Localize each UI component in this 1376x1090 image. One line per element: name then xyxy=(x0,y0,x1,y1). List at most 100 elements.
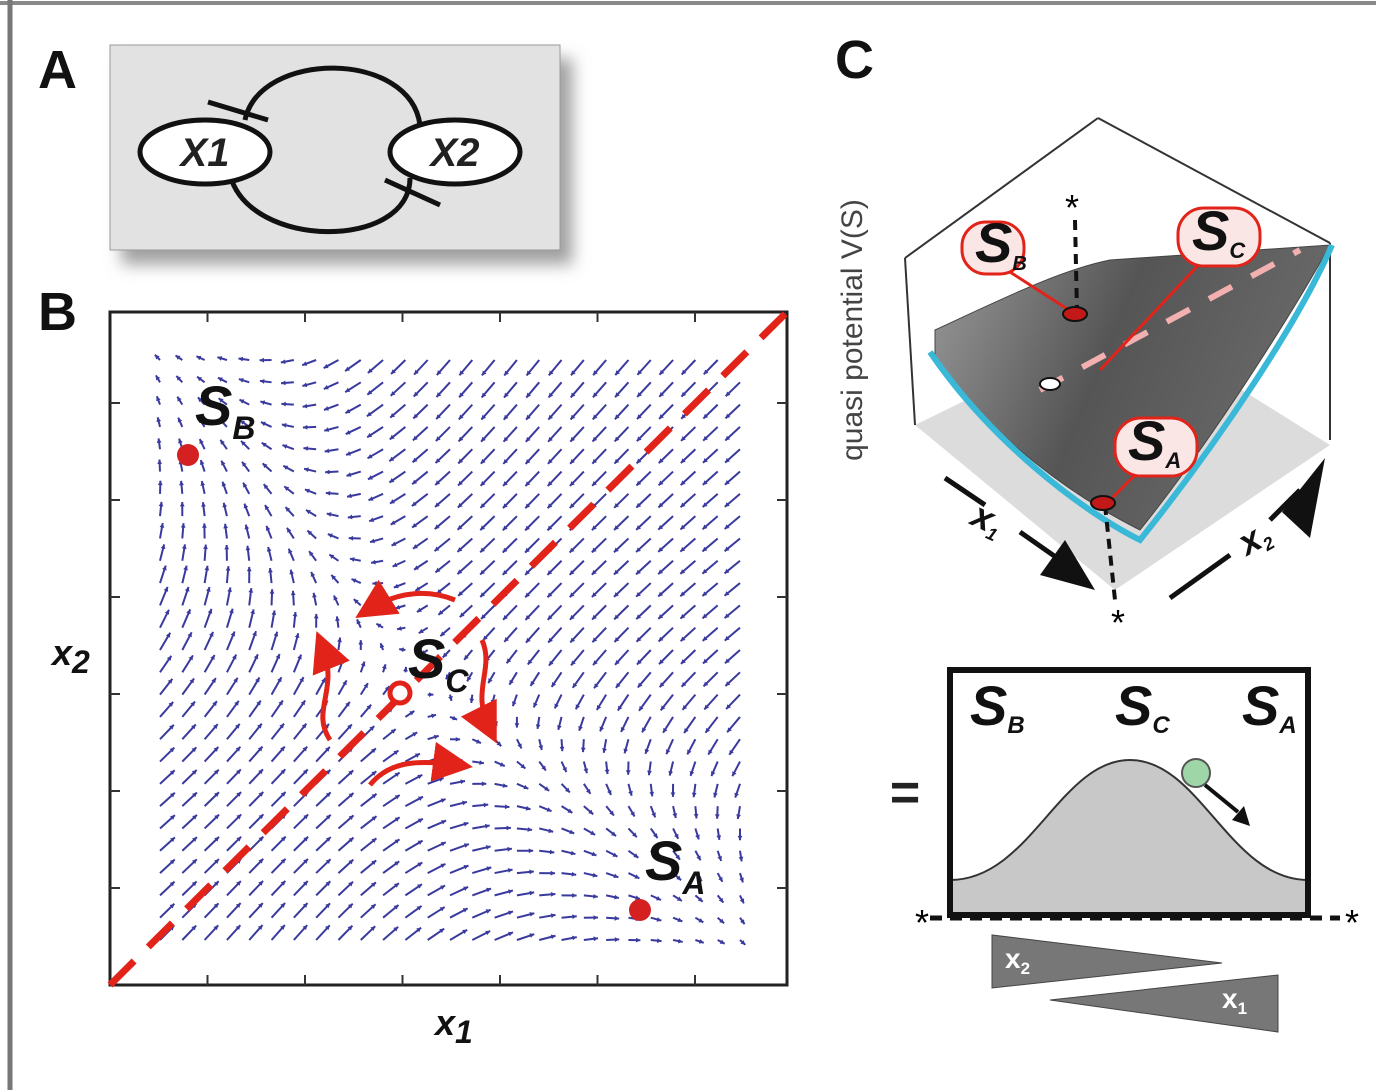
vector-head xyxy=(506,826,510,831)
state-name: S xyxy=(970,674,1007,737)
star: * xyxy=(1065,187,1079,228)
state-sub: A xyxy=(1278,712,1296,739)
potential-profile xyxy=(950,760,1308,915)
vector-head xyxy=(226,566,231,571)
node-label: X1 xyxy=(179,131,230,175)
vector-head xyxy=(715,814,720,818)
y-axis-label: quasi potential V(S) xyxy=(836,199,869,461)
state-name: S xyxy=(1192,199,1229,262)
vector-head xyxy=(281,402,286,407)
state-sub: B xyxy=(232,410,255,446)
x-axis-label: x1 xyxy=(433,1002,473,1050)
vector-head xyxy=(224,545,229,549)
vector-head xyxy=(527,827,532,832)
vector-head xyxy=(529,870,534,875)
node-label: X2 xyxy=(429,131,480,175)
vector-head xyxy=(179,481,184,486)
state-dot xyxy=(1040,378,1060,390)
vector-head xyxy=(180,502,185,506)
vector-head xyxy=(349,536,353,541)
vector-head xyxy=(268,568,273,573)
vector-head xyxy=(572,893,576,898)
vector-head xyxy=(484,803,489,808)
axis-name: x xyxy=(1005,943,1021,974)
state-sub: C xyxy=(1152,712,1170,739)
axis-name: x xyxy=(433,1002,457,1043)
axis-sub: 1 xyxy=(1238,999,1247,1018)
vector-head xyxy=(372,581,376,586)
state-sub: C xyxy=(1229,238,1246,263)
state-sub: A xyxy=(1164,448,1181,473)
axis-label: x1 xyxy=(963,493,1010,546)
state-name: S xyxy=(975,211,1012,274)
vector-head xyxy=(303,446,308,451)
vector-head xyxy=(260,358,264,363)
vector-head xyxy=(303,425,307,430)
vector-head xyxy=(505,804,510,809)
axis-sub: 2 xyxy=(71,644,90,680)
state-name: S xyxy=(408,627,445,690)
vector-head xyxy=(529,848,533,853)
vector-head xyxy=(291,591,296,596)
state-label: SC xyxy=(1115,674,1170,739)
equals: = xyxy=(890,764,920,822)
vector-head xyxy=(314,614,319,618)
vector-head xyxy=(560,747,565,752)
state-label: SB xyxy=(970,674,1025,739)
state-sub: A xyxy=(681,865,705,901)
vector-head xyxy=(615,937,620,942)
ball-arrow xyxy=(1205,785,1238,812)
state-sub: C xyxy=(445,663,469,699)
vector-head xyxy=(626,770,631,774)
panel-label: C xyxy=(835,30,874,90)
y-axis-label: x2 xyxy=(50,632,90,680)
vector-head xyxy=(159,502,164,507)
vector-head xyxy=(348,515,353,520)
axis-name: x xyxy=(50,632,74,673)
state-dot xyxy=(1091,496,1115,510)
vector-head xyxy=(325,470,330,475)
vector-head xyxy=(158,481,163,485)
state-label: SB xyxy=(195,374,255,446)
vector-head xyxy=(694,814,699,819)
vector-head xyxy=(636,938,640,943)
state-name: S xyxy=(645,829,682,892)
state-name: S xyxy=(1242,674,1279,737)
stable-state xyxy=(629,899,651,921)
vector-head xyxy=(551,871,555,876)
state-label: SA xyxy=(1242,674,1297,739)
vector-head xyxy=(615,916,620,921)
axis-sub: 1 xyxy=(455,1014,473,1050)
vector-head xyxy=(738,836,743,840)
vector-head xyxy=(358,640,363,644)
vector-head xyxy=(270,589,275,593)
star: * xyxy=(1111,602,1125,643)
vector-head xyxy=(293,612,298,617)
vector-head xyxy=(671,792,676,796)
vector-head xyxy=(203,545,208,550)
vector-head xyxy=(429,692,433,697)
saddle-state xyxy=(390,683,410,703)
state-name: S xyxy=(195,374,232,437)
figure: A X1 X2 B SB SC SA x1 x2 C quasi potenti… xyxy=(0,0,1376,1090)
state-sub: B xyxy=(1012,253,1026,275)
axis-name: x xyxy=(1222,983,1238,1014)
state-dot xyxy=(1063,307,1087,321)
vector-head xyxy=(157,460,162,464)
panel-label: B xyxy=(38,282,77,342)
vector-head xyxy=(281,381,286,386)
state-sub: B xyxy=(1007,712,1024,739)
vector-head xyxy=(456,737,460,742)
star: * xyxy=(915,902,929,943)
panel-label: A xyxy=(38,40,77,100)
vector-head xyxy=(605,769,610,774)
vector-head xyxy=(482,781,486,786)
state-name: S xyxy=(1128,409,1165,472)
vector-head xyxy=(593,894,598,899)
vector-head xyxy=(515,723,520,727)
vector-head xyxy=(326,491,331,496)
vector-head xyxy=(657,938,662,943)
vector-head xyxy=(594,915,598,920)
ball xyxy=(1182,759,1210,787)
state-name: S xyxy=(1115,674,1152,737)
